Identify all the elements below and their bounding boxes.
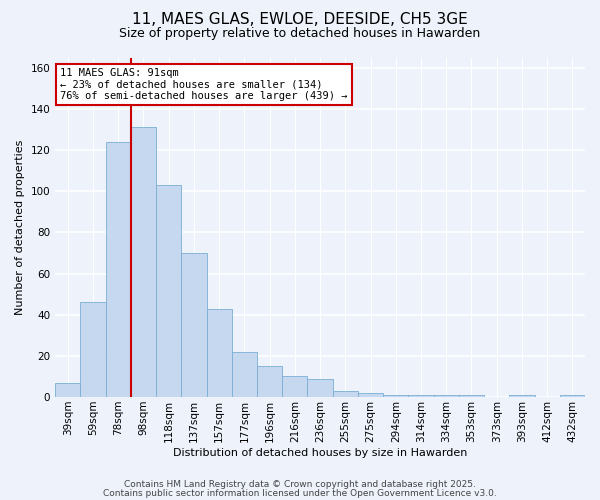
Bar bbox=[131, 128, 156, 397]
Text: Contains public sector information licensed under the Open Government Licence v3: Contains public sector information licen… bbox=[103, 488, 497, 498]
Bar bbox=[282, 376, 307, 397]
Bar bbox=[106, 142, 131, 397]
Bar bbox=[156, 185, 181, 397]
Bar bbox=[307, 378, 332, 397]
Bar bbox=[181, 253, 206, 397]
Y-axis label: Number of detached properties: Number of detached properties bbox=[15, 140, 25, 315]
Bar bbox=[358, 393, 383, 397]
Bar bbox=[560, 395, 585, 397]
Bar bbox=[257, 366, 282, 397]
X-axis label: Distribution of detached houses by size in Hawarden: Distribution of detached houses by size … bbox=[173, 448, 467, 458]
Text: 11, MAES GLAS, EWLOE, DEESIDE, CH5 3GE: 11, MAES GLAS, EWLOE, DEESIDE, CH5 3GE bbox=[132, 12, 468, 28]
Bar bbox=[232, 352, 257, 397]
Bar bbox=[206, 308, 232, 397]
Text: Contains HM Land Registry data © Crown copyright and database right 2025.: Contains HM Land Registry data © Crown c… bbox=[124, 480, 476, 489]
Bar bbox=[409, 395, 434, 397]
Bar bbox=[383, 395, 409, 397]
Bar bbox=[332, 391, 358, 397]
Bar bbox=[55, 382, 80, 397]
Text: Size of property relative to detached houses in Hawarden: Size of property relative to detached ho… bbox=[119, 28, 481, 40]
Bar bbox=[80, 302, 106, 397]
Bar bbox=[434, 395, 459, 397]
Bar bbox=[459, 395, 484, 397]
Bar bbox=[509, 395, 535, 397]
Text: 11 MAES GLAS: 91sqm
← 23% of detached houses are smaller (134)
76% of semi-detac: 11 MAES GLAS: 91sqm ← 23% of detached ho… bbox=[61, 68, 348, 101]
